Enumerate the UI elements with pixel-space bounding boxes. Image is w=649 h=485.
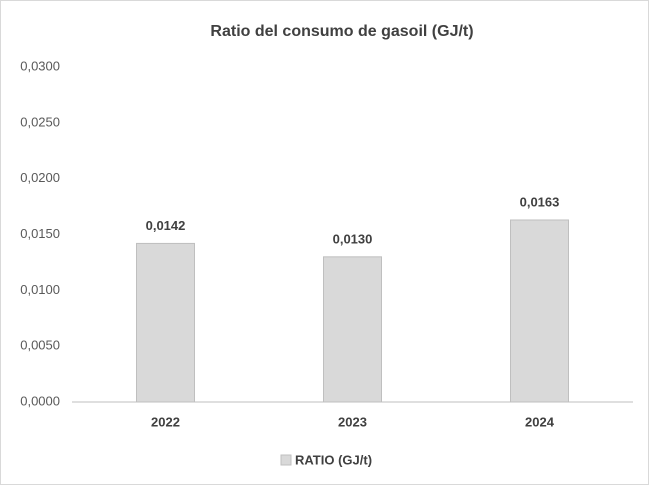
y-tick-label: 0,0200 <box>20 170 60 185</box>
data-label: 0,0130 <box>333 231 373 246</box>
bar <box>136 242 195 403</box>
y-tick-label: 0,0100 <box>20 282 60 297</box>
y-tick-label: 0,0300 <box>20 58 60 73</box>
y-tick-label: 0,0050 <box>20 338 60 353</box>
y-tick-label: 0,0250 <box>20 114 60 129</box>
y-tick-label: 0,0150 <box>20 226 60 241</box>
data-label: 0,0163 <box>520 194 560 209</box>
x-tick-label: 2024 <box>525 414 555 429</box>
x-tick-label: 2022 <box>151 414 180 429</box>
x-tick-label: 2023 <box>338 414 367 429</box>
data-label: 0,0142 <box>146 218 186 233</box>
bar <box>510 219 569 403</box>
bar <box>323 256 382 403</box>
legend-label: RATIO (GJ/t) <box>295 452 372 467</box>
legend-swatch <box>280 454 292 466</box>
y-tick-label: 0,0000 <box>20 393 60 408</box>
chart-title: Ratio del consumo de gasoil (GJ/t) <box>210 23 473 40</box>
